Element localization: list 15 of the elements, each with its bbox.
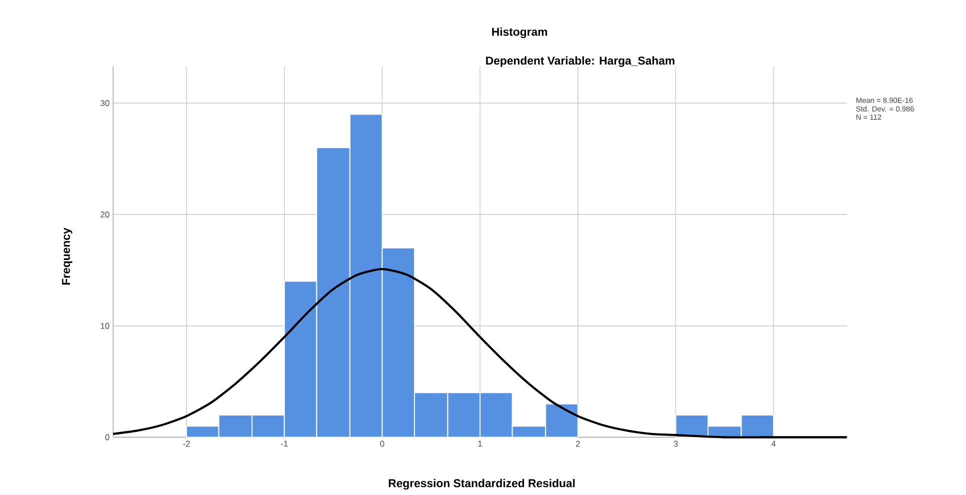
x-axis-title: Regression Standardized Residual: [388, 478, 575, 490]
x-tick-label: 3: [674, 440, 678, 447]
y-tick-label: 20: [100, 211, 110, 218]
x-tick-label: -1: [280, 440, 288, 446]
y-tick-label: 30: [100, 100, 110, 106]
x-tick-label: 2: [576, 440, 580, 447]
x-tick-label: 1: [478, 440, 482, 446]
x-tick-label: -2: [183, 440, 190, 447]
y-axis-title: Frequency: [62, 228, 72, 284]
y-tick-label: 0: [105, 434, 110, 440]
chart-title: Histogram: [492, 27, 548, 38]
x-tick-label: 4: [771, 440, 776, 446]
chart-subtitle: Dependent Variable: Harga_Saham: [486, 56, 674, 67]
y-tick-label: 10: [100, 322, 110, 329]
x-tick-label: 0: [380, 440, 384, 447]
